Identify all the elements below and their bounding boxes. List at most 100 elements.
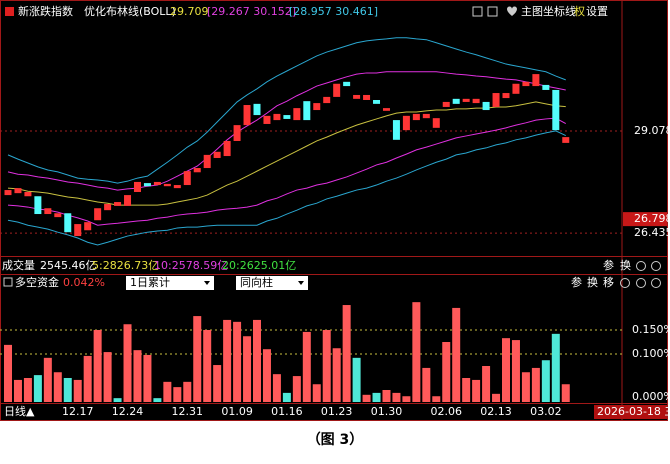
button[interactable]: 参 [571, 275, 582, 289]
y-tick-label: 0.150% [632, 323, 670, 336]
y-tick-label: 29.078 [634, 124, 670, 137]
candle [532, 74, 540, 87]
candle [343, 81, 351, 87]
volume-label: 成交量 [2, 258, 35, 272]
bar [561, 384, 570, 402]
zoom-in-icon[interactable] [472, 6, 483, 17]
bar [83, 355, 92, 402]
funds-value: 0.042% [63, 276, 105, 289]
x-tick-label: 01.30 [371, 405, 403, 418]
y-tick-label: 0.100% [632, 347, 670, 360]
bar [482, 366, 491, 402]
dropdown-arrow [298, 281, 304, 285]
candle [64, 213, 72, 233]
candle [512, 83, 520, 94]
boll-line [7, 117, 566, 226]
funds-label: 多空资金 [15, 275, 59, 289]
candle [442, 101, 450, 107]
candle [84, 222, 92, 231]
dropdown-text: 同向柱 [240, 275, 273, 289]
candle [124, 195, 132, 206]
button[interactable]: 参 [603, 258, 614, 272]
bar [292, 376, 301, 402]
dropdown[interactable] [236, 276, 308, 290]
candle [402, 115, 410, 131]
candle [392, 120, 400, 140]
candle [502, 93, 510, 99]
button[interactable]: 移 [603, 276, 614, 289]
bar [123, 324, 132, 402]
candle [203, 154, 211, 169]
candle [363, 94, 371, 100]
zoom-out-icon[interactable] [487, 6, 498, 17]
bar [63, 378, 72, 402]
x-tick-label: 03.02 [530, 405, 562, 418]
candle [422, 113, 430, 119]
bar [153, 398, 162, 402]
prev-icon[interactable] [636, 278, 646, 288]
price-marker [623, 212, 667, 227]
boll-inner: [29.267 30.152] [207, 5, 296, 18]
candle [153, 181, 161, 186]
settings-icon[interactable] [620, 278, 630, 288]
candle [273, 113, 281, 121]
bar [452, 307, 461, 402]
bar [262, 349, 271, 402]
candle [233, 125, 241, 141]
candle [472, 98, 480, 104]
candle [143, 183, 151, 187]
date-box [594, 405, 667, 419]
period-label[interactable]: 日线▲ [4, 404, 35, 418]
candle [293, 108, 301, 121]
button[interactable]: 坐标线 [543, 4, 576, 18]
bar [382, 390, 391, 402]
dropdown[interactable] [126, 276, 214, 290]
favorite-icon[interactable] [507, 6, 517, 17]
candle [522, 81, 530, 87]
candle [462, 98, 470, 102]
next-icon[interactable] [651, 261, 661, 271]
candle [263, 115, 271, 124]
candle [542, 84, 550, 90]
bar [352, 357, 361, 402]
x-tick-label: 01.09 [221, 405, 253, 418]
bar [43, 357, 52, 402]
frame [0, 0, 668, 421]
next-icon[interactable] [651, 278, 661, 288]
candle [492, 93, 500, 107]
bar [392, 392, 401, 402]
candle [412, 113, 420, 121]
x-tick-label: 12.31 [172, 405, 204, 418]
bar [362, 394, 371, 402]
bar [213, 365, 222, 402]
bar [521, 372, 530, 402]
dropdown-arrow [204, 281, 210, 285]
bar [462, 378, 471, 402]
button[interactable]: 设置 [586, 5, 608, 18]
bar [13, 379, 22, 402]
y-tick-label: 0.000% [632, 390, 670, 403]
x-tick-label: 01.16 [271, 405, 303, 418]
bar [93, 330, 102, 402]
bar [312, 384, 321, 402]
candle [253, 103, 261, 116]
collapse-icon[interactable] [3, 277, 13, 287]
candle [14, 188, 22, 194]
x-tick-label: 02.06 [430, 405, 462, 418]
bar [33, 375, 42, 402]
bar [73, 379, 82, 402]
bar [472, 379, 481, 402]
candle [54, 213, 62, 218]
bar [183, 381, 192, 402]
button[interactable]: 权 [574, 5, 585, 18]
button[interactable]: 换 [620, 258, 631, 272]
candle [283, 115, 291, 119]
button[interactable]: 换 [587, 275, 598, 289]
bar [4, 344, 12, 402]
bar [173, 387, 182, 402]
bar [372, 392, 381, 402]
indicator: 优化布林线(BOLL) [84, 4, 176, 18]
prev-icon[interactable] [636, 261, 646, 271]
button[interactable]: 主图 [521, 5, 543, 18]
